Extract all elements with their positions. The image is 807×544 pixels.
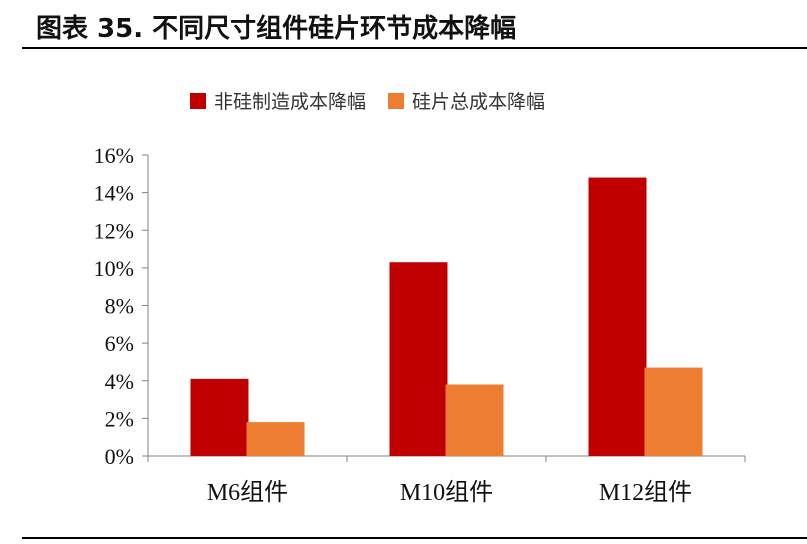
y-tick-label: 6%	[105, 331, 134, 356]
y-tick-label: 16%	[94, 143, 134, 168]
bar-1-3	[588, 177, 647, 456]
x-category-label: M12组件	[599, 479, 692, 506]
x-category-label: M10组件	[400, 479, 493, 506]
bar-2-1	[246, 422, 305, 456]
bar-1-2	[389, 262, 448, 456]
y-tick-label: 8%	[105, 294, 134, 319]
bottom-rule	[22, 537, 807, 539]
bar-2-2	[445, 384, 504, 456]
y-tick-label: 0%	[105, 444, 134, 469]
y-tick-label: 10%	[94, 256, 134, 281]
top-rule	[22, 47, 807, 49]
y-tick-label: 4%	[105, 369, 134, 394]
chart-title: 图表 35. 不同尺寸组件硅片环节成本降幅	[36, 14, 517, 44]
bar-2-3	[644, 367, 703, 456]
title-bar: 图表 35. 不同尺寸组件硅片环节成本降幅	[0, 0, 807, 52]
legend-swatch-1	[190, 93, 206, 109]
y-tick-label: 14%	[94, 181, 134, 206]
y-tick-label: 12%	[94, 218, 134, 243]
legend-label-1: 非硅制造成本降幅	[214, 91, 366, 113]
legend-label-2: 硅片总成本降幅	[412, 91, 545, 113]
bar-1-1	[190, 378, 249, 456]
legend-swatch-2	[388, 93, 404, 109]
y-tick-label: 2%	[105, 406, 134, 431]
x-category-label: M6组件	[207, 479, 288, 506]
